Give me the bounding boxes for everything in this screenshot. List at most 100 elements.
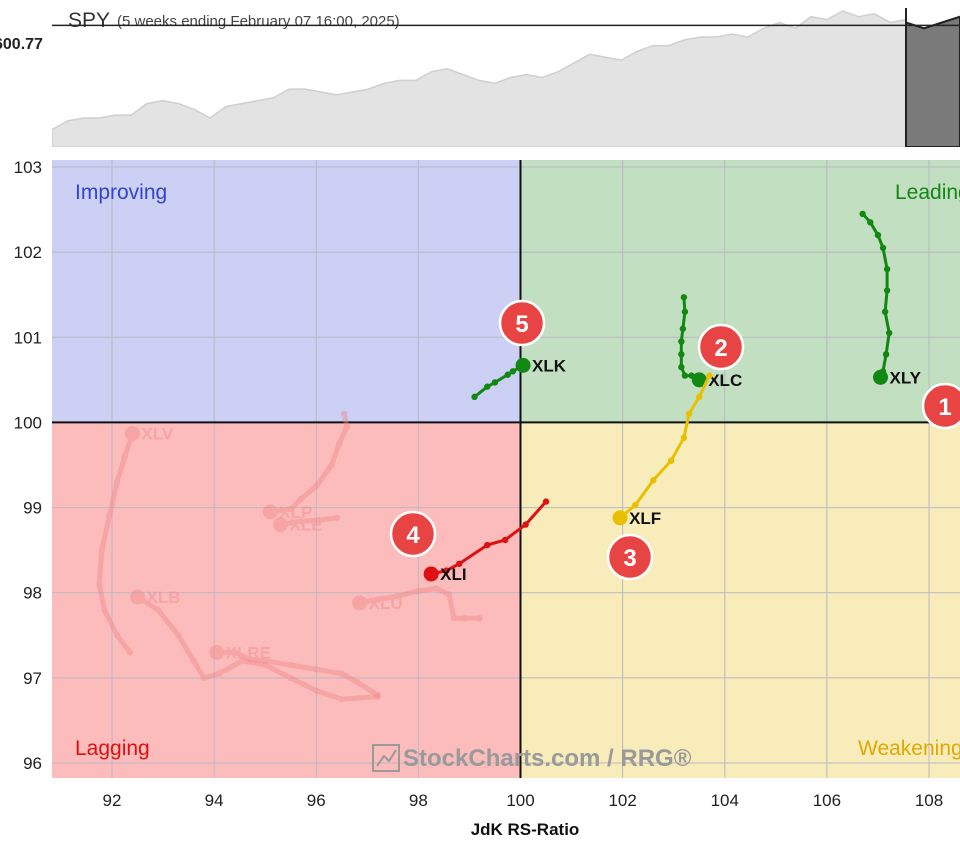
series-point xyxy=(246,655,254,663)
series-point xyxy=(200,674,208,682)
series-point xyxy=(374,596,381,603)
series-point xyxy=(333,514,340,521)
series-point xyxy=(315,517,323,524)
series-point xyxy=(287,506,294,513)
badge-circle xyxy=(498,299,546,347)
series-tail xyxy=(96,431,135,655)
series-point xyxy=(101,606,108,613)
series-point xyxy=(231,649,238,656)
series-point xyxy=(287,674,294,682)
series-point xyxy=(509,368,517,375)
rank-badges: 1 2 3 4 5 xyxy=(389,299,960,581)
series-point xyxy=(874,231,882,239)
series-head-point xyxy=(209,644,225,660)
badge-circle xyxy=(606,533,654,581)
series-point xyxy=(867,219,874,226)
series-label: XLK xyxy=(532,356,567,375)
series-point xyxy=(667,457,675,464)
badge-number: 4 xyxy=(406,522,420,549)
quadrants xyxy=(52,160,960,778)
series-xlre[interactable]: XLRE xyxy=(209,643,381,699)
series-point xyxy=(679,325,687,332)
series-head-point xyxy=(423,566,439,582)
series-point xyxy=(883,287,891,294)
gridlines xyxy=(52,160,960,778)
series-point xyxy=(113,632,121,639)
watermark: StockCharts.com / RRG® xyxy=(372,744,692,772)
price-label: 600.77 xyxy=(0,36,43,53)
series-xli[interactable]: XLI xyxy=(423,498,550,584)
badge-circle xyxy=(697,323,745,371)
series-point xyxy=(504,371,511,378)
y-axis-ticks: 96 97 98 99 100 101 102 103 xyxy=(14,158,42,773)
series-point xyxy=(882,351,890,358)
series-point xyxy=(190,657,197,665)
series-point xyxy=(885,329,893,337)
series-label: XLB xyxy=(147,588,181,607)
badge-number: 3 xyxy=(623,545,636,572)
y-tick-label: 97 xyxy=(23,669,42,688)
series-tail xyxy=(267,411,350,515)
series-point xyxy=(313,483,320,490)
y-tick-label: 103 xyxy=(14,158,42,177)
series-point xyxy=(484,383,491,390)
series-point xyxy=(879,244,887,252)
x-tick-label: 100 xyxy=(506,791,534,810)
series-label: XLI xyxy=(440,565,466,584)
series-tail xyxy=(278,515,340,528)
series-xlf[interactable]: XLF xyxy=(612,372,713,528)
price-minichart xyxy=(52,8,960,147)
series-xlc[interactable]: XLC xyxy=(678,294,742,390)
series-point xyxy=(261,661,269,669)
series-point xyxy=(706,372,713,379)
series-xle[interactable]: XLE xyxy=(273,514,340,535)
series-point xyxy=(175,632,182,639)
series-point xyxy=(859,210,866,218)
series-xlu[interactable]: XLU xyxy=(352,585,483,622)
series-point xyxy=(106,512,113,520)
series-xlk[interactable]: XLK xyxy=(471,356,567,401)
series-point xyxy=(883,265,891,273)
series-head-point xyxy=(262,504,278,520)
series-label: XLU xyxy=(369,594,403,613)
badge-number: 1 xyxy=(938,394,951,421)
series-label: XLRE xyxy=(226,643,271,662)
series-point xyxy=(685,410,693,418)
series-xly[interactable]: XLY xyxy=(859,210,922,388)
series-point xyxy=(287,661,294,669)
badge-2: 2 xyxy=(697,323,745,371)
x-tick-label: 102 xyxy=(608,791,636,810)
series-xlp[interactable]: XLP xyxy=(262,410,351,522)
x-tick-label: 98 xyxy=(409,791,428,810)
series-label: XLY xyxy=(889,368,921,387)
series-head-point xyxy=(130,589,146,605)
series-point xyxy=(678,351,685,358)
series-xlb[interactable]: XLB xyxy=(130,588,381,703)
series-point xyxy=(343,423,351,430)
series-point xyxy=(678,338,685,345)
series-point xyxy=(154,606,162,613)
x-tick-label: 104 xyxy=(711,791,739,810)
series-point xyxy=(341,410,348,418)
quadrant-label-improving: Improving xyxy=(75,181,167,204)
series-tail xyxy=(357,586,483,621)
series-point xyxy=(476,615,483,622)
x-axis-title: JdK RS-Ratio xyxy=(471,820,580,839)
x-tick-label: 94 xyxy=(205,791,224,810)
series-xlv[interactable]: XLV xyxy=(96,424,174,656)
series-point xyxy=(261,657,269,665)
series-label: XLP xyxy=(279,503,312,522)
badge-4: 4 xyxy=(389,510,437,558)
series-head-point xyxy=(273,517,289,533)
y-tick-label: 99 xyxy=(23,499,42,518)
series-point xyxy=(313,666,320,673)
series-label: XLC xyxy=(708,371,742,390)
series-point xyxy=(374,693,381,700)
series-point xyxy=(98,546,105,554)
series-point xyxy=(501,536,509,544)
series-point xyxy=(632,501,639,509)
series-point xyxy=(484,541,491,549)
series-head-point xyxy=(515,357,531,373)
series-point xyxy=(696,393,703,401)
